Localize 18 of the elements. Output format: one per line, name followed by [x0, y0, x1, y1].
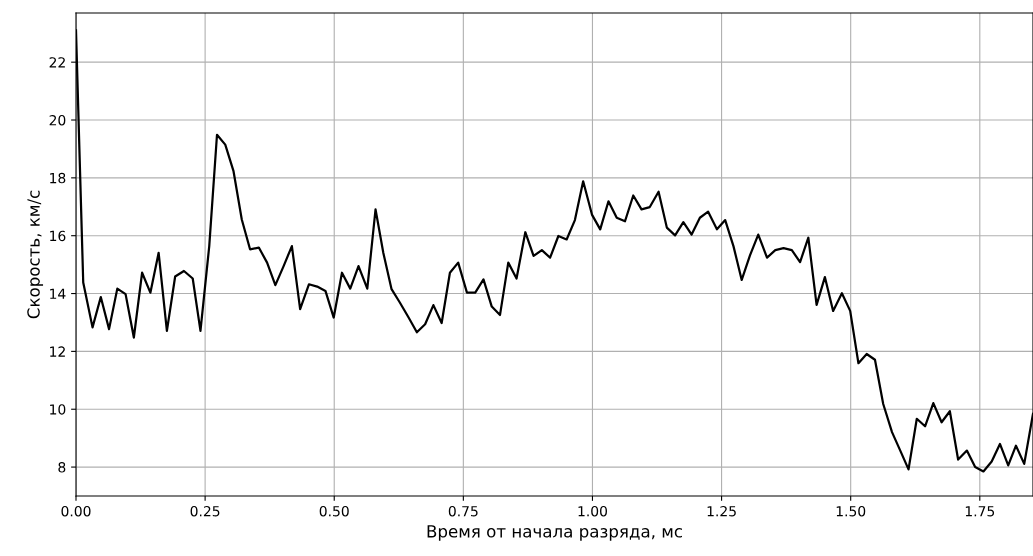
- x-tick-label: 0.75: [448, 505, 478, 517]
- y-tick-label: 14: [50, 288, 66, 299]
- y-axis-title: Скорость, км/с: [27, 190, 44, 319]
- x-tick-label: 1.75: [965, 506, 995, 517]
- x-tick-label: 0.50: [319, 505, 349, 517]
- x-tick-label: 0.25: [190, 505, 220, 517]
- y-tick-label: 20: [49, 114, 66, 126]
- x-axis-title: Время от начала разряда, мс: [427, 525, 682, 541]
- y-tick-label: 22: [49, 57, 65, 68]
- y-tick-label: 10: [50, 404, 66, 415]
- y-tick-label: 12: [50, 346, 65, 357]
- x-tick-label: 1.50: [836, 505, 866, 517]
- y-tick-label: 18: [50, 172, 66, 184]
- x-tick-label: 1.00: [578, 505, 607, 517]
- x-tick-label: 0.00: [61, 505, 91, 517]
- x-tick-label: 1.25: [707, 505, 736, 517]
- y-tick-label: 8: [58, 462, 66, 473]
- y-tick-label: 16: [50, 230, 66, 242]
